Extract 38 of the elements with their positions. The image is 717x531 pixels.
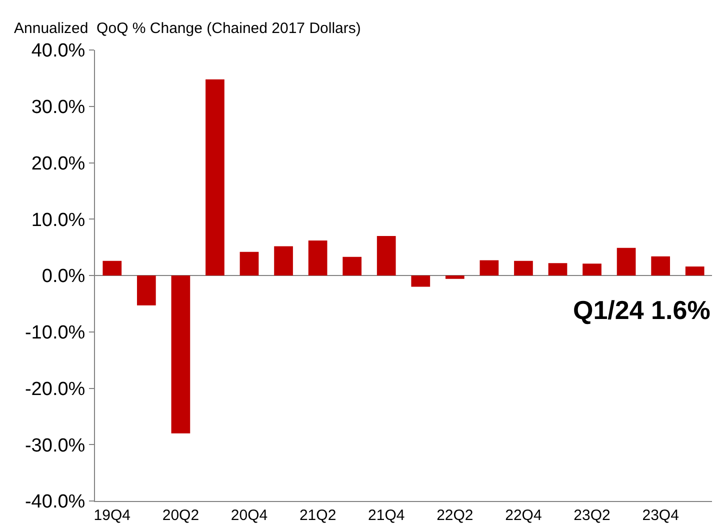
bar: [445, 276, 464, 279]
bar: [171, 276, 190, 434]
bar: [548, 263, 568, 276]
bar: [308, 240, 328, 276]
x-tick-label: 20Q4: [230, 507, 268, 524]
bar: [240, 252, 259, 276]
x-tick-label: 23Q2: [574, 507, 610, 524]
y-tick-label: -40.0%: [24, 492, 86, 513]
bar: [480, 260, 499, 276]
y-tick-label: -20.0%: [24, 378, 86, 400]
x-tick-label: 19Q4: [94, 507, 130, 524]
annotation: Q1/24 1.6%: [573, 295, 710, 325]
bar: [514, 260, 533, 276]
y-tick-label: 0.0%: [42, 266, 86, 288]
x-tick-label: 22Q2: [436, 507, 474, 524]
bar: [616, 248, 636, 276]
x-tick-label: 21Q2: [299, 507, 336, 524]
bar: [136, 276, 156, 306]
x-tick-label: 22Q4: [505, 507, 542, 524]
y-tick-label: 30.0%: [31, 97, 86, 118]
bar: [685, 266, 704, 276]
chart-title: Annualized QoQ % Change (Chained 2017 Dollars): [14, 20, 361, 37]
x-tick-label: 21Q4: [368, 507, 405, 524]
y-tick-label: -30.0%: [24, 435, 86, 456]
y-tick-label: 20.0%: [31, 153, 86, 174]
x-tick-label: 23Q4: [642, 507, 679, 524]
bar: [206, 79, 224, 276]
y-tick-label: 40.0%: [31, 40, 86, 62]
bar: [102, 260, 122, 276]
bar: [376, 236, 396, 276]
x-tick-label: 20Q2: [162, 507, 200, 524]
bar: [274, 246, 293, 276]
bar: [411, 276, 430, 287]
y-tick-label: -10.0%: [24, 322, 86, 344]
bar: [651, 256, 670, 276]
bar: [342, 256, 362, 276]
y-tick-label: 10.0%: [31, 210, 86, 231]
bar: [582, 264, 602, 276]
